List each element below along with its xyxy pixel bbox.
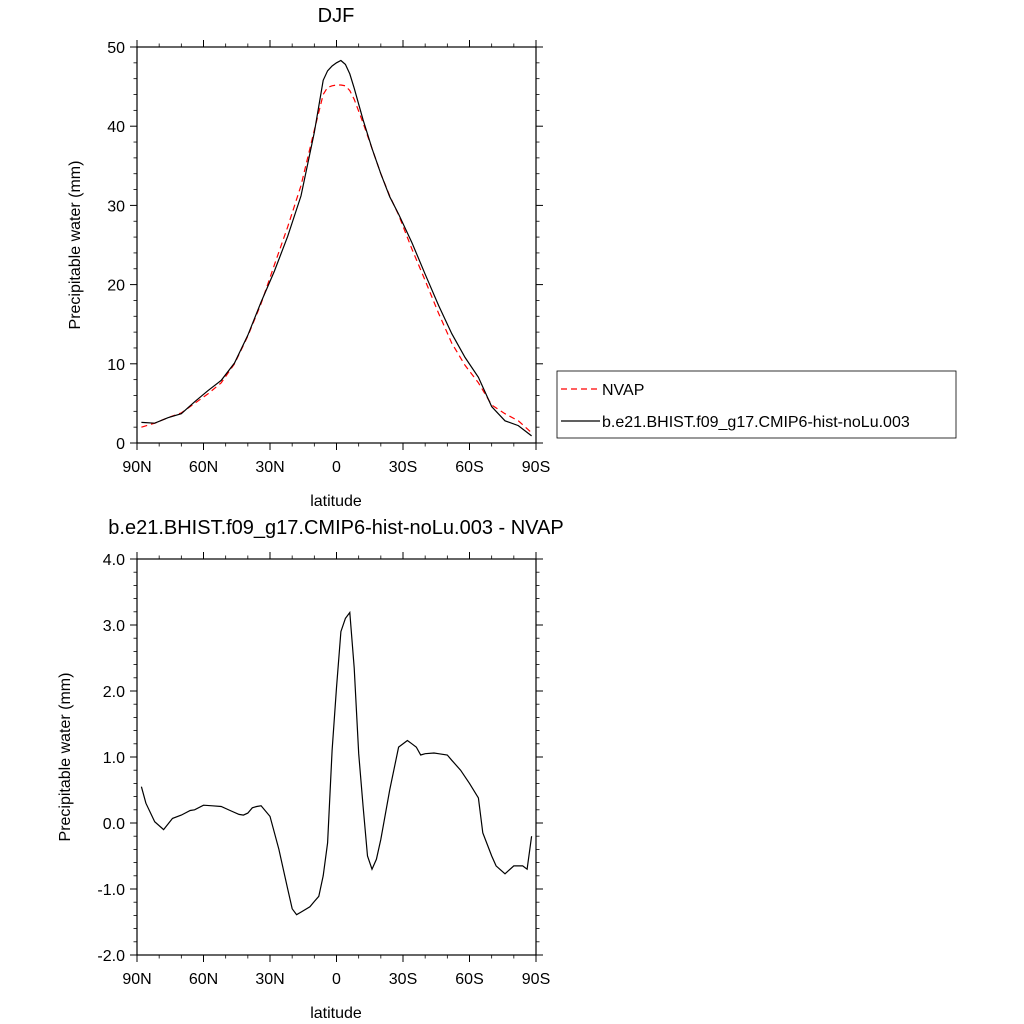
y-tick-label: 4.0	[103, 552, 125, 569]
y-tick-label: 0	[116, 436, 125, 453]
bottom-plot-series	[140, 610, 533, 916]
legend-box	[556, 370, 957, 439]
x-tick-label: 60N	[189, 459, 218, 476]
x-tick-label: 60S	[455, 971, 483, 988]
bottom-plot-series-line-0	[140, 610, 533, 916]
x-tick-label: 60S	[455, 459, 483, 476]
top-plot-series-line-1	[141, 59, 532, 437]
x-tick-label: 90N	[122, 971, 151, 988]
x-tick-label: 30N	[255, 459, 284, 476]
top-plot-series-line-0	[141, 84, 533, 434]
bottom-plot-title: b.e21.BHIST.f09_g17.CMIP6-hist-noLu.003 …	[108, 517, 563, 539]
x-tick-label: 30N	[255, 971, 284, 988]
top-plot-ticks: 0 10 20 30 40 50 90N 60N 30N 0 30S 60S 90S	[107, 40, 550, 476]
x-tick-label: 90S	[522, 459, 550, 476]
legend-label-model: b.e21.BHIST.f09_g17.CMIP6-hist-noLu.003	[602, 414, 910, 431]
x-tick-label: 90N	[122, 459, 151, 476]
legend-label-nvap: NVAP	[602, 382, 644, 399]
top-plot: DJF 0 10 20 30 40 50 90N 60N 30N 0 30S 60S 90S latit…	[67, 5, 550, 510]
y-tick-label: 2.0	[103, 684, 125, 701]
y-tick-label: 10	[107, 357, 125, 374]
y-tick-label: 40	[107, 119, 125, 136]
y-tick-label: 30	[107, 198, 125, 215]
bottom-plot-y-axis-label: Precipitable water (mm)	[57, 673, 74, 842]
y-tick-label: 20	[107, 278, 125, 295]
x-tick-label: 90S	[522, 971, 550, 988]
y-tick-label: -1.0	[97, 882, 125, 899]
x-tick-label: 0	[332, 971, 341, 988]
y-tick-label: 50	[107, 40, 125, 57]
y-tick-label: 3.0	[103, 618, 125, 635]
bottom-plot-ticks: -2.0 -1.0 0.0 1.0 2.0 3.0 4.0 90N 60N 30N 0 30S 60S 9…	[97, 552, 550, 988]
x-tick-label: 30S	[389, 459, 417, 476]
x-tick-label: 60N	[189, 971, 218, 988]
y-tick-label: 0.0	[103, 816, 125, 833]
legend: NVAP b.e21.BHIST.f09_g17.CMIP6-hist-noLu…	[556, 370, 957, 439]
x-tick-label: 30S	[389, 971, 417, 988]
y-tick-label: -2.0	[97, 948, 125, 965]
y-tick-label: 1.0	[103, 750, 125, 767]
bottom-plot: b.e21.BHIST.f09_g17.CMIP6-hist-noLu.003 …	[57, 517, 564, 1022]
top-plot-series	[141, 59, 533, 437]
top-plot-title: DJF	[318, 5, 355, 27]
top-plot-x-axis-label: latitude	[310, 493, 362, 510]
x-tick-label: 0	[332, 459, 341, 476]
top-plot-y-axis-label: Precipitable water (mm)	[67, 161, 84, 330]
top-plot-frame	[136, 46, 537, 444]
bottom-plot-frame	[136, 558, 537, 956]
bottom-plot-x-axis-label: latitude	[310, 1005, 362, 1022]
